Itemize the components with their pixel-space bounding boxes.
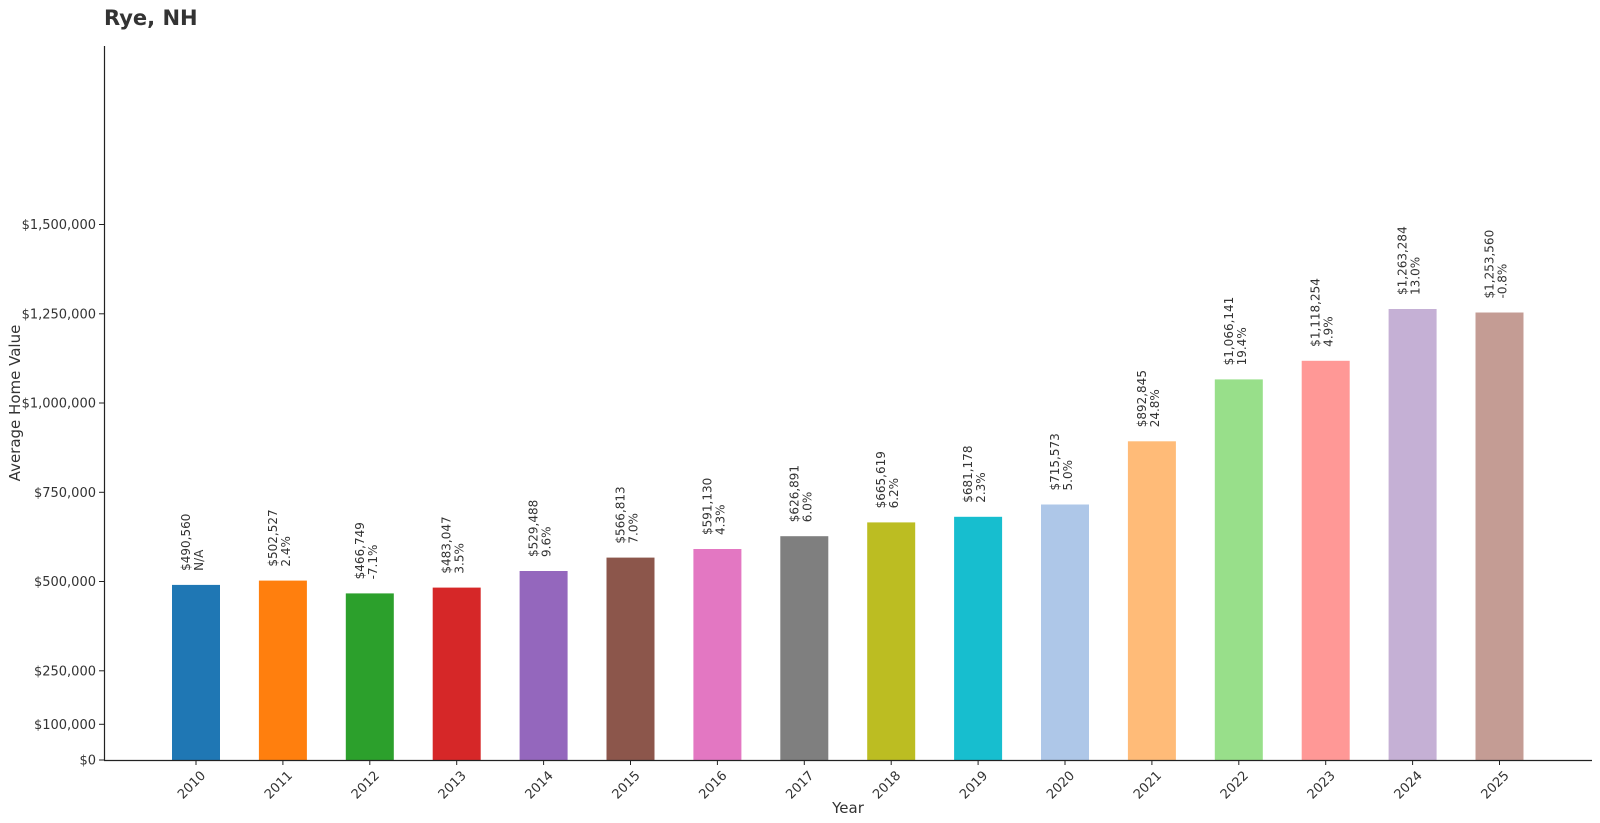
value-label-2011: $502,527 xyxy=(266,509,280,566)
change-label-2020: 5.0% xyxy=(1061,460,1075,491)
x-tick-label-2014: 2014 xyxy=(523,768,557,802)
bar-2017 xyxy=(780,536,829,760)
change-label-2018: 6.2% xyxy=(887,478,901,509)
y-tick-label: $1,000,000 xyxy=(22,397,96,412)
bars-layer xyxy=(172,309,1524,760)
change-label-2017: 6.0% xyxy=(800,492,814,523)
x-tick-label-2020: 2020 xyxy=(1044,768,1078,802)
bar-2019 xyxy=(954,516,1003,760)
bar-2023 xyxy=(1301,360,1350,760)
y-tick-label: $1,250,000 xyxy=(22,307,96,322)
x-tick-label-2019: 2019 xyxy=(957,768,991,802)
chart-title: Rye, NH xyxy=(104,6,198,30)
bar-2024 xyxy=(1388,309,1437,760)
change-label-2019: 2.3% xyxy=(974,472,988,503)
y-tick-label: $750,000 xyxy=(34,486,96,501)
value-label-2019: $681,178 xyxy=(961,446,975,503)
change-label-2013: 3.5% xyxy=(453,543,467,574)
value-label-2016: $591,130 xyxy=(700,478,714,535)
x-tick-label-2011: 2011 xyxy=(262,768,296,802)
bar-2016 xyxy=(693,549,742,760)
value-label-2017: $626,891 xyxy=(787,465,801,522)
bar-2013 xyxy=(432,587,481,760)
change-label-2014: 9.6% xyxy=(540,527,554,558)
value-label-2014: $529,488 xyxy=(527,500,541,557)
x-axis-label: Year xyxy=(831,799,865,817)
value-label-2012: $466,749 xyxy=(353,522,367,579)
y-tick-label: $500,000 xyxy=(34,575,96,590)
x-tick-label-2021: 2021 xyxy=(1131,768,1165,802)
bar-labels-layer: $490,560 N/A $502,527 2.4% $466,749 -7.1% $483… xyxy=(179,226,1510,579)
bar-2011 xyxy=(258,580,307,760)
x-tick-label-2017: 2017 xyxy=(783,768,817,802)
y-tick-label: $0 xyxy=(79,754,96,769)
x-tick-label-2010: 2010 xyxy=(175,768,209,802)
change-label-2022: 19.4% xyxy=(1235,327,1249,365)
x-tick-label-2024: 2024 xyxy=(1392,768,1426,802)
y-tick-label: $100,000 xyxy=(34,718,96,733)
bar-2012 xyxy=(345,593,394,760)
y-tick-label: $250,000 xyxy=(34,664,96,679)
change-label-2025: -0.8% xyxy=(1496,264,1510,299)
bar-2021 xyxy=(1127,441,1176,760)
change-label-2015: 7.0% xyxy=(627,513,641,544)
change-label-2023: 4.9% xyxy=(1322,316,1336,347)
bar-2018 xyxy=(867,522,916,760)
change-label-2011: 2.4% xyxy=(279,536,293,567)
value-label-2013: $483,047 xyxy=(440,516,454,573)
x-tick-label-2025: 2025 xyxy=(1479,768,1513,802)
value-label-2020: $715,573 xyxy=(1048,433,1062,490)
change-label-2016: 4.3% xyxy=(713,505,727,536)
y-tick-label: $1,500,000 xyxy=(22,218,96,233)
value-label-2015: $566,813 xyxy=(614,486,628,543)
bar-2014 xyxy=(519,571,568,760)
x-tick-label-2016: 2016 xyxy=(696,768,730,802)
x-tick-label-2012: 2012 xyxy=(349,768,383,802)
y-axis-label: Average Home Value xyxy=(6,325,24,482)
value-label-2010: $490,560 xyxy=(179,514,193,571)
x-tick-label-2013: 2013 xyxy=(436,768,470,802)
y-ticks: $0 $100,000 $250,000 $500,000 $750,000 $1,000… xyxy=(22,218,104,769)
change-label-2010: N/A xyxy=(192,549,206,571)
change-label-2024: 13.0% xyxy=(1409,257,1423,295)
value-label-2024: $1,263,284 xyxy=(1396,226,1410,295)
x-tick-label-2015: 2015 xyxy=(610,768,644,802)
value-label-2022: $1,066,141 xyxy=(1222,297,1236,366)
value-label-2021: $892,845 xyxy=(1135,370,1149,427)
x-tick-label-2022: 2022 xyxy=(1218,768,1252,802)
bar-2025 xyxy=(1475,312,1524,760)
value-label-2018: $665,619 xyxy=(874,451,888,508)
value-label-2023: $1,118,254 xyxy=(1309,278,1323,347)
bar-2022 xyxy=(1214,379,1263,760)
value-label-2025: $1,253,560 xyxy=(1483,230,1497,299)
x-tick-label-2023: 2023 xyxy=(1305,768,1339,802)
x-ticks: 2010 2011 2012 2013 2014 2015 2016 2017 2018 2019… xyxy=(175,760,1513,802)
bar-2015 xyxy=(606,557,655,760)
bar-2010 xyxy=(172,584,220,760)
change-label-2012: -7.1% xyxy=(366,545,380,580)
change-label-2021: 24.8% xyxy=(1148,389,1162,427)
bar-2020 xyxy=(1041,504,1089,760)
x-tick-label-2018: 2018 xyxy=(870,768,904,802)
